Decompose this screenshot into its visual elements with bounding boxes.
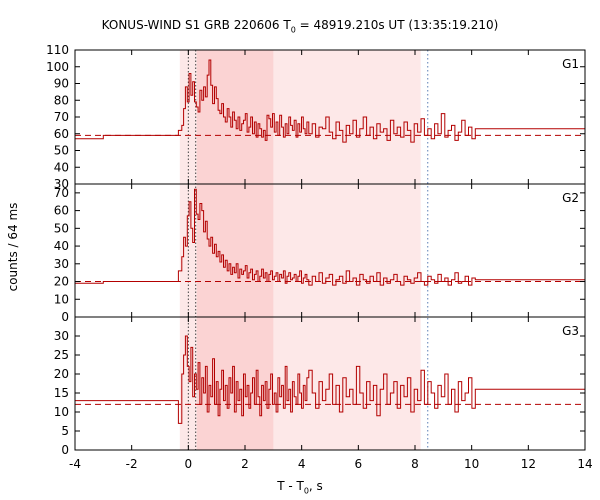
x-tick-label: 10	[464, 457, 479, 471]
y-tick-label: 40	[54, 160, 69, 174]
x-axis-label: T - T0, s	[277, 479, 323, 496]
y-tick-label: 60	[54, 204, 69, 218]
y-tick-label: 10	[54, 405, 69, 419]
y-tick-label: 50	[54, 221, 69, 235]
y-tick-label: 60	[54, 127, 69, 141]
y-tick-label: 20	[54, 367, 69, 381]
y-tick-label: 90	[54, 77, 69, 91]
x-tick-label: 6	[355, 457, 363, 471]
y-tick-label: 10	[54, 292, 69, 306]
x-tick-label: 4	[298, 457, 306, 471]
y-tick-label: 5	[61, 424, 69, 438]
y-tick-label: 110	[46, 43, 69, 57]
x-tick-label: 14	[577, 457, 592, 471]
chart-title: KONUS-WIND S1 GRB 220606 T0 = 48919.210s…	[101, 18, 499, 35]
light-curve-g3	[75, 335, 585, 424]
y-tick-label: 25	[54, 348, 69, 362]
y-tick-label: 100	[46, 60, 69, 74]
interval-band-2	[196, 50, 274, 450]
y-tick-label: 30	[54, 177, 69, 191]
light-curve-g1	[75, 59, 585, 143]
y-tick-label: 20	[54, 275, 69, 289]
interval-bands-layer	[179, 50, 421, 450]
x-tick-label: -2	[126, 457, 138, 471]
light-curve-layer	[75, 59, 585, 424]
x-tick-label: 12	[521, 457, 536, 471]
tick-marks-layer	[74, 49, 586, 451]
x-tick-label: -4	[69, 457, 81, 471]
y-tick-label: 0	[61, 310, 69, 324]
x-tick-label: 8	[411, 457, 419, 471]
y-tick-label: 0	[61, 443, 69, 457]
tick-labels-layer: G130405060708090100110G2010203040506070G…	[46, 43, 593, 471]
light-curve-g2	[75, 188, 585, 286]
x-tick-label: 0	[185, 457, 193, 471]
y-tick-label: 70	[54, 110, 69, 124]
y-tick-label: 30	[54, 257, 69, 271]
y-tick-label: 50	[54, 144, 69, 158]
x-tick-label: 2	[241, 457, 249, 471]
panel-label-g2: G2	[562, 191, 579, 205]
panel-frame-g3	[74, 316, 586, 451]
y-tick-label: 80	[54, 93, 69, 107]
panel-label-g3: G3	[562, 324, 579, 338]
y-axis-label: counts / 64 ms	[6, 202, 20, 292]
panel-label-g1: G1	[562, 57, 579, 71]
y-tick-label: 15	[54, 386, 69, 400]
y-tick-label: 30	[54, 329, 69, 343]
y-tick-label: 70	[54, 186, 69, 200]
y-tick-label: 40	[54, 239, 69, 253]
